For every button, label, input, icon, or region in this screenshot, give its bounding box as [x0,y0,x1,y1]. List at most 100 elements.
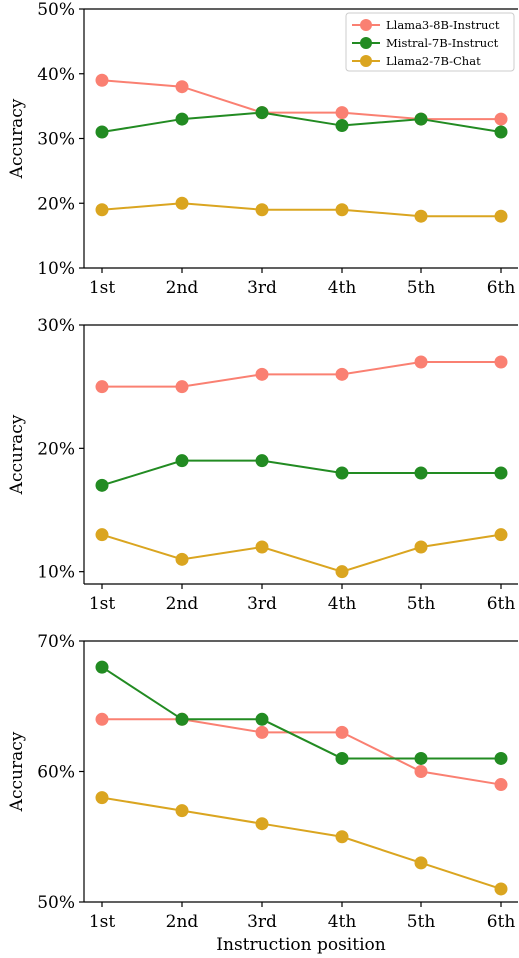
data-point [335,203,349,217]
data-point [255,454,269,468]
legend-label: Llama2-7B-Chat [386,54,481,68]
data-point [255,106,269,120]
x-tick-label: 1st [89,278,116,298]
x-tick-label: 5th [407,912,436,932]
data-point [95,791,109,805]
legend-marker [360,55,372,67]
data-point [255,817,269,831]
x-axis-title: Instruction position [216,935,385,955]
y-tick-label: 60% [37,763,75,783]
y-tick-label: 10% [37,563,75,583]
legend-label: Llama3-8B-Instruct [386,18,500,32]
data-point [494,209,508,223]
data-point [95,478,109,492]
data-point [494,778,508,792]
data-point [95,660,109,674]
data-point [414,856,428,870]
data-point [494,882,508,896]
legend: Llama3-8B-Instruct Mistral-7B-Instruct Lla… [345,12,515,72]
legend-marker [360,37,372,49]
data-point [414,112,428,126]
data-point [175,112,189,126]
x-tick-label: 1st [89,912,116,932]
series-line-1 [101,79,501,121]
data-point [335,830,349,844]
data-point [175,454,189,468]
data-point [255,540,269,554]
x-tick-label: 2nd [166,278,199,298]
y-axis-title: Accuracy [7,414,27,495]
data-point [255,725,269,739]
data-point [414,355,428,369]
legend-label: Mistral-7B-Instruct [386,36,499,50]
data-point [255,367,269,381]
data-point [414,466,428,480]
data-point [175,196,189,210]
y-tick-label: 30% [37,316,75,336]
y-tick-label: 20% [37,439,75,459]
data-point [494,125,508,139]
data-point [335,119,349,133]
series-line-3 [101,796,502,890]
data-point [175,552,189,566]
chart-panel-3: 50% 60% 70% 1st 2nd 3rd 4th 5th 6th Accuracy Instr… [7,632,518,955]
data-point [335,725,349,739]
x-tick-label: 6th [487,912,516,932]
x-tick-label: 1st [89,594,116,614]
x-tick-label: 2nd [166,912,199,932]
y-tick-label: 40% [37,65,75,85]
legend-marker [360,19,372,31]
data-point [175,712,189,726]
data-point [494,112,508,126]
x-tick-label: 3rd [247,912,277,932]
data-point [335,106,349,120]
y-axis-title: Accuracy [7,731,27,812]
data-point [95,712,109,726]
data-point [414,540,428,554]
legend-box [345,12,515,72]
x-tick-label: 6th [487,594,516,614]
x-tick-label: 5th [407,278,436,298]
data-point [335,466,349,480]
data-point [414,751,428,765]
data-point [494,355,508,369]
y-tick-label: 50% [37,893,75,913]
data-point [255,203,269,217]
data-point [414,209,428,223]
data-point [494,528,508,542]
data-point [414,765,428,778]
y-tick-label: 30% [37,130,75,150]
data-point [95,73,109,87]
x-tick-label: 3rd [247,278,277,298]
x-tick-label: 3rd [247,594,277,614]
data-point [95,528,109,542]
data-point [255,712,269,726]
x-tick-label: 2nd [166,594,199,614]
data-point [95,380,109,394]
data-point [494,466,508,480]
y-tick-label: 70% [37,632,75,652]
chart-panel-1: 10% 20% 30% 40% 50% 1st 2nd 3rd 4th 5th 6th Accurac… [7,0,518,298]
series-line-2 [101,666,501,760]
series-line-2 [101,459,501,487]
series-line-1 [102,361,501,388]
data-point [175,804,189,818]
y-axis-title: Accuracy [7,98,27,179]
data-point [95,125,109,139]
data-point [175,380,189,394]
data-point [175,80,189,94]
data-point [335,565,349,579]
series-line-3 [101,533,502,573]
data-point [494,751,508,765]
x-tick-label: 4th [328,594,357,614]
series-line-2 [101,111,502,134]
x-tick-label: 6th [487,278,516,298]
series-line-1 [102,718,502,786]
y-tick-label: 50% [37,0,75,20]
x-tick-label: 5th [407,594,436,614]
data-point [95,203,109,217]
y-tick-label: 10% [37,259,75,279]
x-tick-label: 4th [328,912,357,932]
x-tick-label: 4th [328,278,357,298]
